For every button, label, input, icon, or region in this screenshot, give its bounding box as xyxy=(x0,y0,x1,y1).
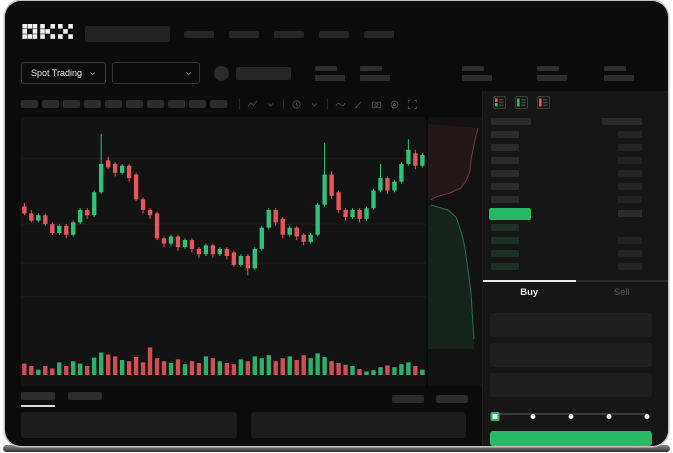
bottom-tabs-row xyxy=(5,386,482,412)
toolbar-divider xyxy=(327,99,328,109)
fullscreen-icon[interactable] xyxy=(407,99,418,110)
bid-row[interactable] xyxy=(483,247,668,260)
orderbook-rows xyxy=(483,128,668,273)
slider-stop[interactable] xyxy=(644,414,650,420)
order-form xyxy=(483,303,668,398)
ticker-stat xyxy=(604,65,635,81)
slider-stop[interactable] xyxy=(530,414,536,420)
chevron-down-icon[interactable] xyxy=(309,99,320,110)
orders-tab-active[interactable] xyxy=(21,391,55,407)
orderbook-column-headers xyxy=(483,114,668,128)
interval-button[interactable] xyxy=(105,100,122,108)
bottom-row-controls xyxy=(392,395,468,403)
nav-item[interactable] xyxy=(364,30,394,38)
ask-row[interactable] xyxy=(483,193,668,206)
content: Buy Sell xyxy=(5,91,668,446)
chevron-down-icon[interactable] xyxy=(265,99,276,110)
toolbar-divider xyxy=(283,99,284,109)
ticker-stats xyxy=(315,65,635,81)
amount-column-header xyxy=(602,118,642,126)
nav-item[interactable] xyxy=(229,30,259,38)
market-type-selector[interactable]: Spot Trading xyxy=(21,62,107,84)
buy-submit-button[interactable] xyxy=(490,430,652,446)
combined-book-toggle-icon[interactable] xyxy=(493,96,506,110)
orderbook-view-toggles xyxy=(483,91,668,114)
interval-button[interactable] xyxy=(168,100,185,108)
interval-button[interactable] xyxy=(84,100,101,108)
ticker-stat xyxy=(537,65,568,81)
nav-pills xyxy=(184,30,394,38)
ask-row[interactable] xyxy=(483,141,668,154)
pair-name-placeholder xyxy=(236,66,292,80)
slider-stop[interactable] xyxy=(568,414,574,420)
bottom-panels xyxy=(5,412,482,446)
tab-sell[interactable]: Sell xyxy=(575,280,668,303)
market-bar: Spot Trading xyxy=(5,55,668,91)
nav-item[interactable] xyxy=(274,30,304,38)
bid-row[interactable] xyxy=(483,260,668,273)
order-input-field[interactable] xyxy=(490,313,652,338)
order-input-field[interactable] xyxy=(490,343,652,368)
last-price-row[interactable] xyxy=(483,206,668,221)
bottom-control-placeholder[interactable] xyxy=(392,395,424,403)
chart-toolbar xyxy=(5,91,482,117)
bottom-control-placeholder[interactable] xyxy=(436,395,468,403)
ask-row[interactable] xyxy=(483,167,668,180)
ticker-stat xyxy=(462,65,493,81)
chevron-down-icon xyxy=(186,71,191,75)
order-input-field[interactable] xyxy=(490,373,652,398)
toolbar-divider xyxy=(239,99,240,109)
chart-row xyxy=(5,117,482,386)
interval-button[interactable] xyxy=(189,100,206,108)
overlay-icon[interactable] xyxy=(291,99,302,110)
device-bezel xyxy=(3,445,670,452)
depth-chart xyxy=(428,117,482,386)
nav-title-placeholder xyxy=(85,26,170,42)
orders-panel-placeholder xyxy=(21,412,237,438)
interval-button[interactable] xyxy=(21,100,38,108)
ticker-stat xyxy=(315,65,346,81)
slider-handle[interactable] xyxy=(490,412,500,422)
line-type-icon[interactable] xyxy=(335,99,346,110)
candlestick-chart[interactable] xyxy=(21,117,426,386)
settings-icon[interactable] xyxy=(389,99,400,110)
chevron-down-icon xyxy=(90,71,95,75)
interval-button[interactable] xyxy=(42,100,59,108)
ask-row[interactable] xyxy=(483,180,668,193)
ask-row[interactable] xyxy=(483,128,668,141)
bid-row[interactable] xyxy=(483,234,668,247)
nav-item[interactable] xyxy=(319,30,349,38)
order-book-sidebar: Buy Sell xyxy=(482,91,668,446)
market-type-label: Spot Trading xyxy=(31,68,83,78)
top-nav xyxy=(5,13,668,55)
assets-panel-placeholder xyxy=(250,412,466,438)
interval-button[interactable] xyxy=(210,100,227,108)
price-column-header xyxy=(491,118,531,126)
pair-avatar[interactable] xyxy=(214,65,230,81)
chart-column xyxy=(5,91,482,446)
last-price-highlight xyxy=(489,207,531,220)
tab-buy[interactable]: Buy xyxy=(483,280,576,303)
pair-dropdown[interactable] xyxy=(112,62,201,84)
nav-item[interactable] xyxy=(184,30,214,38)
interval-button[interactable] xyxy=(126,100,143,108)
ask-row[interactable] xyxy=(483,154,668,167)
camera-icon[interactable] xyxy=(371,99,382,110)
trade-tabs: Buy Sell xyxy=(483,280,668,303)
bids-only-toggle-icon[interactable] xyxy=(515,96,528,110)
orders-tab[interactable] xyxy=(68,391,102,407)
draw-icon[interactable] xyxy=(353,99,364,110)
interval-button[interactable] xyxy=(147,100,164,108)
asks-only-toggle-icon[interactable] xyxy=(537,96,550,110)
amount-slider[interactable] xyxy=(490,408,652,422)
okx-logo-icon[interactable] xyxy=(21,24,75,44)
indicator-icon[interactable] xyxy=(247,99,258,110)
slider-stop[interactable] xyxy=(606,414,612,420)
app-window: Spot Trading xyxy=(5,1,668,446)
toolbar-icons xyxy=(239,99,418,110)
ticker-stat xyxy=(360,65,391,81)
bid-row[interactable] xyxy=(483,221,668,234)
interval-button[interactable] xyxy=(63,100,80,108)
